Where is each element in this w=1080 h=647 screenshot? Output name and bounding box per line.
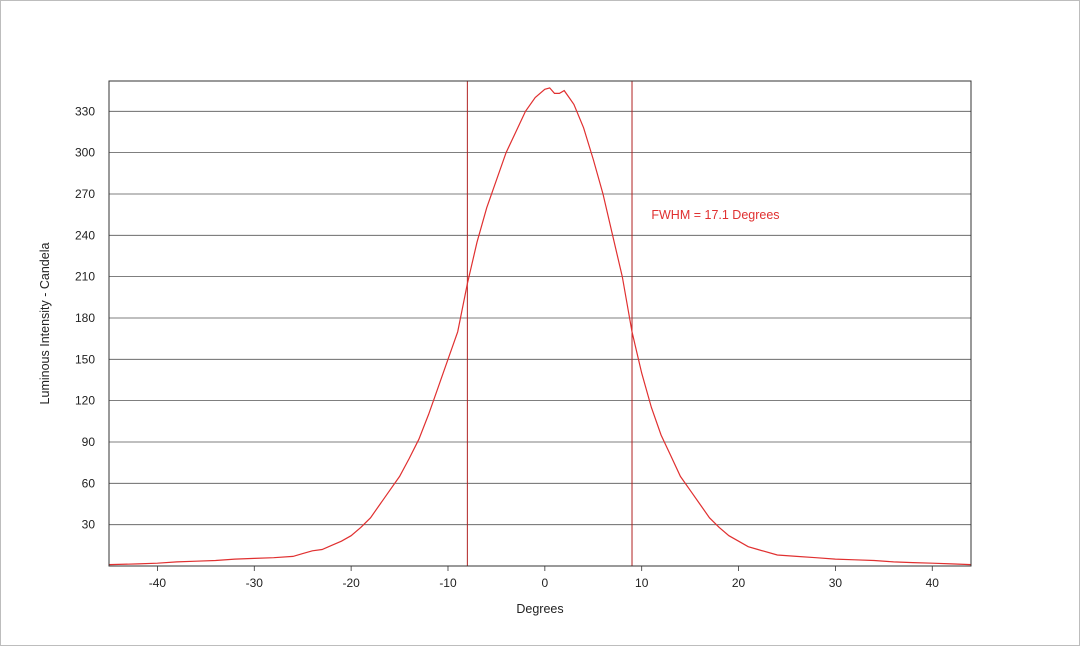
plot-area-border	[108, 80, 972, 567]
y-tick-label: 210	[75, 270, 95, 284]
y-tick-label: 150	[75, 352, 95, 366]
x-tick-label: 10	[635, 576, 649, 590]
x-tick-label: 40	[926, 576, 940, 590]
y-tick-label: 240	[75, 228, 95, 242]
x-tick-label: -20	[342, 576, 360, 590]
x-tick-label: -10	[439, 576, 457, 590]
x-axis-label: Degrees	[516, 602, 563, 616]
x-tick-label: -30	[246, 576, 264, 590]
y-tick-label: 300	[75, 146, 95, 160]
y-tick-label: 120	[75, 394, 95, 408]
y-tick-label: 180	[75, 311, 95, 325]
y-tick-label: 90	[82, 435, 96, 449]
x-tick-label: 30	[829, 576, 843, 590]
y-tick-label: 30	[82, 518, 96, 532]
y-axis-label: Luminous Intensity - Candela	[38, 243, 52, 405]
grid-lines	[109, 110, 971, 526]
x-tick-label: 20	[732, 576, 746, 590]
fwhm-markers	[466, 81, 633, 566]
y-tick-label: 330	[75, 104, 95, 118]
y-tick-label: 60	[82, 476, 96, 490]
x-tick-label: -40	[149, 576, 167, 590]
series-line	[108, 87, 972, 566]
y-tick-label: 270	[75, 187, 95, 201]
fwhm-annotation: FWHM = 17.1 Degrees	[651, 208, 779, 222]
x-tick-label: 0	[541, 576, 548, 590]
